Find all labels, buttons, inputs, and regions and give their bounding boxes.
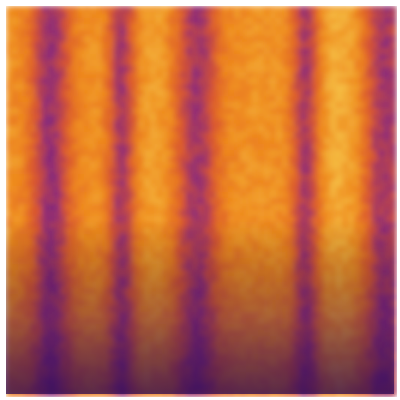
- bottom-fade: [6, 6, 394, 394]
